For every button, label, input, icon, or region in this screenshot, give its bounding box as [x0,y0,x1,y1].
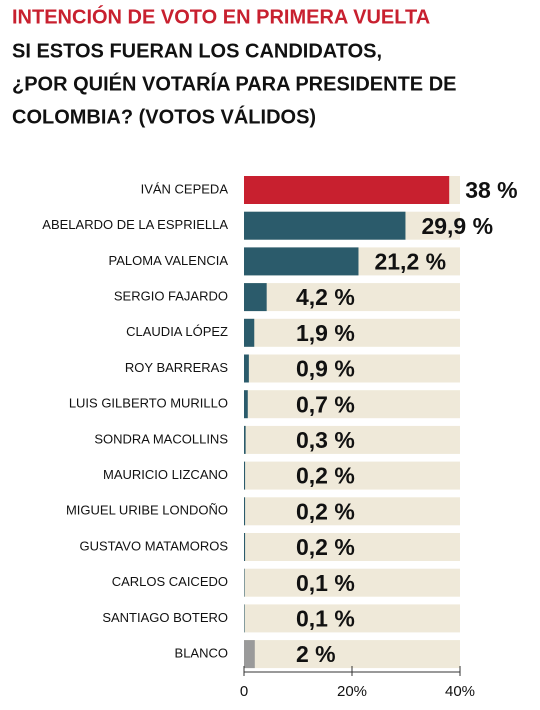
bar-track [244,604,460,633]
subtitle: COLOMBIA? (VOTOS VÁLIDOS) [12,105,316,128]
value-label: 0,1 % [296,570,355,596]
bar [244,318,255,347]
bar [244,533,246,561]
bar [244,247,359,276]
bar-track [244,318,460,347]
bar-track [244,497,460,526]
value-label: 4,2 % [296,284,355,310]
bar-track [244,354,460,383]
bar [244,497,246,526]
category-label: MIGUEL URIBE LONDOÑO [66,503,228,518]
bar-track [244,461,460,490]
bar [244,461,246,490]
category-label: GUSTAVO MATAMOROS [79,538,228,553]
value-label: 21,2 % [374,248,446,274]
category-label: SERGIO FAJARDO [114,289,228,304]
x-tick-label: 20% [337,683,367,700]
subtitle: SI ESTOS FUERAN LOS CANDIDATOS, [12,40,382,62]
value-label: 2 % [296,641,336,667]
x-tick-label: 40% [445,683,475,700]
bar-track [244,568,460,597]
value-label: 0,2 % [296,463,355,489]
category-label: SONDRA MACOLLINS [94,431,228,446]
bar [244,354,249,383]
bar [244,604,245,633]
bar [244,390,248,419]
value-label: 0,1 % [296,605,355,631]
chart-title: INTENCIÓN DE VOTO EN PRIMERA VUELTA [12,4,430,28]
value-label: 1,9 % [296,320,355,346]
bar-track [244,283,460,312]
bar-track [244,425,460,454]
category-label: IVÁN CEPEDA [141,181,229,196]
category-label: CARLOS CAICEDO [112,574,228,589]
category-label: ROY BARRERAS [125,360,228,375]
bar [244,283,267,312]
category-label: LUIS GILBERTO MURILLO [69,396,228,411]
bar [244,211,406,240]
category-label: PALOMA VALENCIA [109,253,229,268]
value-label: 38 % [465,177,517,203]
category-label: SANTIAGO BOTERO [102,610,228,625]
bar-track [244,533,460,561]
bar [244,568,245,597]
value-label: 0,2 % [296,534,355,560]
bar-track [244,640,460,669]
category-label: ABELARDO DE LA ESPRIELLA [42,217,228,232]
category-label: CLAUDIA LÓPEZ [126,324,228,339]
bar [244,640,255,669]
value-label: 0,3 % [296,427,355,453]
bar [244,176,450,204]
value-label: 0,7 % [296,391,355,417]
value-label: 0,2 % [296,498,355,524]
subtitle: ¿POR QUIÉN VOTARÍA PARA PRESIDENTE DE [12,72,456,95]
value-label: 29,9 % [421,213,493,239]
x-tick-label: 0 [240,683,248,700]
category-label: MAURICIO LIZCANO [103,467,228,482]
bar-track [244,390,460,419]
bar [244,425,246,454]
value-label: 0,9 % [296,356,355,382]
category-label: BLANCO [175,646,228,661]
